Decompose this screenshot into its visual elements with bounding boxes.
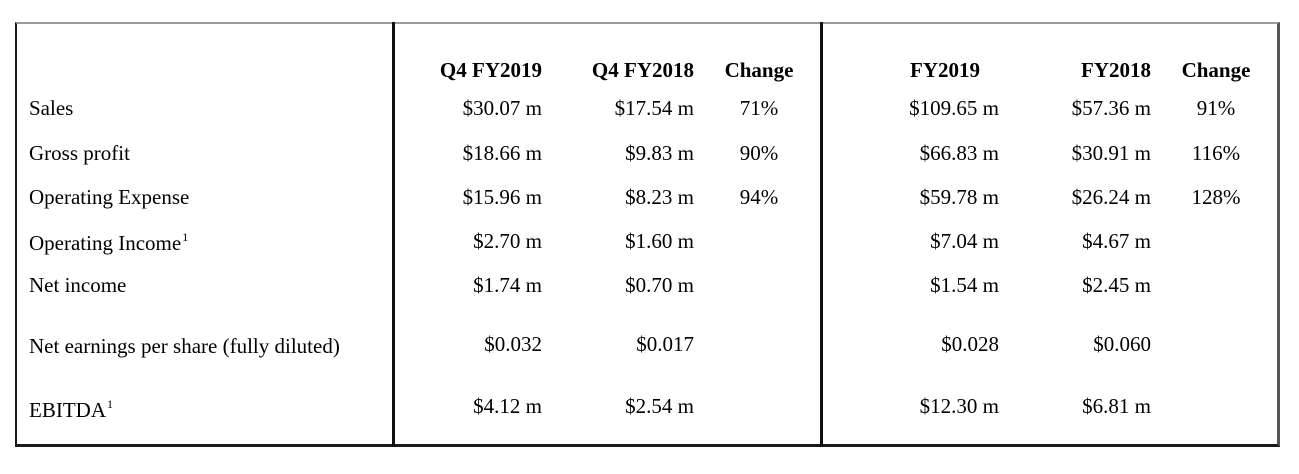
cell-gross-profit-change-year: 116% xyxy=(1191,141,1241,165)
divider-label-column xyxy=(392,22,395,447)
cell-eps-q4-fy2019: $0.032 xyxy=(484,332,542,356)
header-fy2019: FY2019 xyxy=(910,58,980,82)
cell-sales-q4-fy2019: $30.07 m xyxy=(462,96,542,120)
cell-sales-fy2019: $109.65 m xyxy=(909,96,999,120)
row-label-sales: Sales xyxy=(29,96,74,120)
cell-net-income-q4-fy2019: $1.74 m xyxy=(473,273,542,297)
cell-operating-expense-q4-fy2018: $8.23 m xyxy=(625,185,694,209)
cell-eps-fy2018: $0.060 xyxy=(1093,332,1151,356)
row-label-net-income: Net income xyxy=(29,273,127,297)
row-label-operating-income: Operating Income1 xyxy=(29,230,189,255)
cell-operating-expense-fy2019: $59.78 m xyxy=(919,185,999,209)
cell-operating-income-q4-fy2019: $2.70 m xyxy=(473,229,542,253)
cell-ebitda-q4-fy2019: $4.12 m xyxy=(473,394,542,418)
cell-eps-fy2019: $0.028 xyxy=(941,332,999,356)
header-q4-fy2018: Q4 FY2018 xyxy=(591,58,694,82)
cell-sales-change-year: 91% xyxy=(1196,96,1236,120)
header-q4-fy2019: Q4 FY2019 xyxy=(439,58,542,82)
cell-gross-profit-change-quarter: 90% xyxy=(739,141,779,165)
cell-operating-expense-fy2018: $26.24 m xyxy=(1071,185,1151,209)
header-fy2018: FY2018 xyxy=(1081,58,1151,82)
cell-net-income-fy2018: $2.45 m xyxy=(1082,273,1151,297)
cell-gross-profit-fy2019: $66.83 m xyxy=(919,141,999,165)
divider-quarter-year xyxy=(820,22,823,447)
cell-net-income-q4-fy2018: $0.70 m xyxy=(625,273,694,297)
cell-operating-expense-change-quarter: 94% xyxy=(739,185,779,209)
header-change-quarter: Change xyxy=(724,58,794,82)
row-label-operating-expense: Operating Expense xyxy=(29,185,190,209)
cell-operating-expense-change-year: 128% xyxy=(1191,185,1241,209)
cell-operating-income-q4-fy2018: $1.60 m xyxy=(625,229,694,253)
cell-operating-income-fy2019: $7.04 m xyxy=(930,229,999,253)
cell-gross-profit-fy2018: $30.91 m xyxy=(1071,141,1151,165)
cell-operating-income-fy2018: $4.67 m xyxy=(1082,229,1151,253)
cell-eps-q4-fy2018: $0.017 xyxy=(636,332,694,356)
cell-sales-fy2018: $57.36 m xyxy=(1071,96,1151,120)
cell-gross-profit-q4-fy2018: $9.83 m xyxy=(625,141,694,165)
row-label-gross-profit: Gross profit xyxy=(29,141,130,165)
cell-sales-q4-fy2018: $17.54 m xyxy=(614,96,694,120)
cell-gross-profit-q4-fy2019: $18.66 m xyxy=(462,141,542,165)
cell-ebitda-q4-fy2018: $2.54 m xyxy=(625,394,694,418)
row-label-net-earnings-per-share: Net earnings per share (fully diluted) xyxy=(29,334,340,358)
cell-ebitda-fy2018: $6.81 m xyxy=(1082,394,1151,418)
cell-sales-change-quarter: 71% xyxy=(739,96,779,120)
footnote-marker: 1 xyxy=(182,230,189,244)
cell-ebitda-fy2019: $12.30 m xyxy=(919,394,999,418)
cell-operating-expense-q4-fy2019: $15.96 m xyxy=(462,185,542,209)
header-change-year: Change xyxy=(1181,58,1251,82)
footnote-marker: 1 xyxy=(107,397,113,411)
table-frame xyxy=(15,22,1280,447)
row-label-ebitda: EBITDA1 xyxy=(29,397,113,422)
cell-net-income-fy2019: $1.54 m xyxy=(930,273,999,297)
